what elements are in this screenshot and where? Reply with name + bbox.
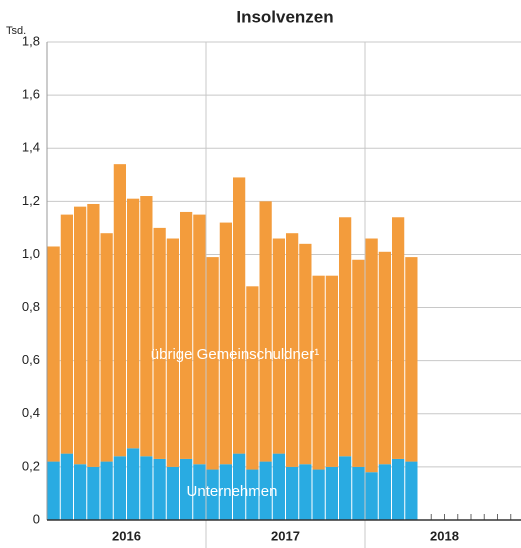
bar-segment xyxy=(87,203,100,467)
bar-segment xyxy=(127,198,140,449)
bar-segment xyxy=(47,246,60,462)
bar-segment xyxy=(140,456,153,520)
bar-segment xyxy=(219,464,232,520)
bar-segment xyxy=(193,464,206,520)
bar-segment xyxy=(378,251,391,465)
bar-segment xyxy=(246,286,259,470)
bar-segment xyxy=(325,466,338,520)
y-tick-label: 1,0 xyxy=(22,246,40,261)
y-tick-label: 1,4 xyxy=(22,140,40,155)
y-tick-label: 1,6 xyxy=(22,87,40,102)
bar-segment xyxy=(378,464,391,520)
bar-segment xyxy=(219,222,232,465)
bar-segment xyxy=(100,461,113,520)
bar-segment xyxy=(259,201,272,462)
bar-segment xyxy=(392,217,405,459)
bar-segment xyxy=(166,238,179,467)
bar-segment xyxy=(113,456,126,520)
bar-segment xyxy=(153,458,166,520)
bar-segment xyxy=(74,464,87,520)
bar-segment xyxy=(87,466,100,520)
y-tick-label: 1,8 xyxy=(22,33,40,48)
bar-segment xyxy=(339,456,352,520)
y-tick-label: 1,2 xyxy=(22,193,40,208)
bar-segment xyxy=(365,472,378,520)
bar-segment xyxy=(127,448,140,520)
year-label: 2018 xyxy=(430,528,459,543)
bar-segment xyxy=(299,243,312,465)
chart-title: Insolvenzen xyxy=(236,7,333,26)
bar-segment xyxy=(140,196,153,457)
year-label: 2016 xyxy=(112,528,141,543)
bar-segment xyxy=(166,466,179,520)
bar-segment xyxy=(392,458,405,520)
bar-segment xyxy=(286,233,299,467)
y-tick-label: 0,2 xyxy=(22,458,40,473)
bar-segment xyxy=(233,177,246,454)
bar-segment xyxy=(405,461,418,520)
y-unit: Tsd. xyxy=(6,25,26,37)
bar-segment xyxy=(180,458,193,520)
bar-segment xyxy=(325,275,338,467)
bar-segment xyxy=(153,227,166,459)
bar-segment xyxy=(365,238,378,473)
bar-segment xyxy=(352,466,365,520)
bar-segment xyxy=(206,257,219,470)
bar-segment xyxy=(312,275,325,470)
bar-segment xyxy=(193,214,206,465)
y-tick-label: 0,6 xyxy=(22,352,40,367)
bar-segment xyxy=(47,461,60,520)
bar-segment xyxy=(405,257,418,462)
bar-segment xyxy=(113,164,126,457)
bar-segment xyxy=(246,469,259,520)
bar-segment xyxy=(180,211,193,459)
bar-segment xyxy=(272,238,285,454)
bar-segment xyxy=(272,453,285,520)
bar-segment xyxy=(60,453,73,520)
series-label: übrige Gemeinschuldner¹ xyxy=(151,346,319,363)
y-tick-label: 0 xyxy=(33,511,40,526)
bar-segment xyxy=(60,214,73,454)
bar-segment xyxy=(352,259,365,467)
year-label: 2017 xyxy=(271,528,300,543)
bar-segment xyxy=(299,464,312,520)
bar-segment xyxy=(100,233,113,462)
bar-segment xyxy=(259,461,272,520)
y-tick-label: 0,4 xyxy=(22,405,40,420)
bar-segment xyxy=(233,453,246,520)
bar-segment xyxy=(339,217,352,457)
y-tick-label: 0,8 xyxy=(22,299,40,314)
bar-segment xyxy=(206,469,219,520)
bar-segment xyxy=(312,469,325,520)
series-label: Unternehmen xyxy=(187,483,278,500)
bar-segment xyxy=(286,466,299,520)
bar-segment xyxy=(74,206,87,465)
